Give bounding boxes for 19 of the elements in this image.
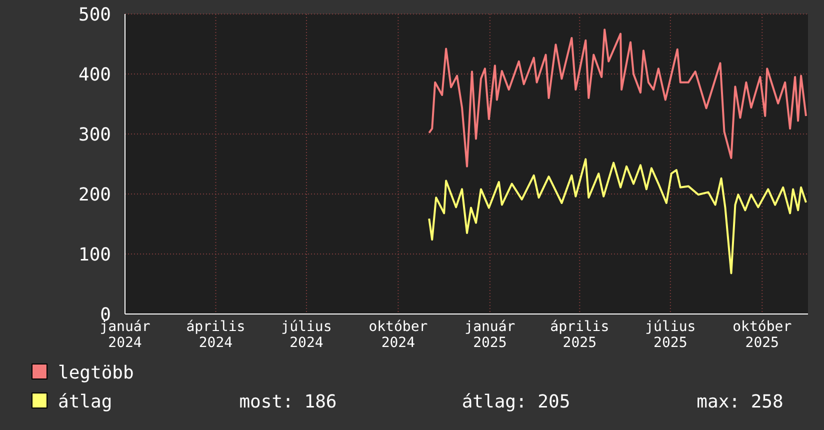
x-tick-label: január 2025 [464, 319, 516, 351]
y-tick-label: 300 [78, 124, 111, 146]
y-tick-label: 100 [78, 244, 111, 266]
x-tick-label: április 2025 [550, 319, 610, 351]
x-tick-label: október 2025 [732, 319, 792, 351]
text: most: 186 [239, 391, 337, 412]
line-series [428, 28, 808, 168]
y-tick-label: 200 [78, 184, 111, 206]
line-series [428, 158, 808, 274]
x-tick-label: április 2024 [186, 319, 246, 351]
legend-label: legtöbb [58, 362, 134, 384]
x-tick-label: július 2025 [645, 319, 696, 351]
legend-label: átlag [58, 391, 112, 412]
text: max: 258 [696, 391, 784, 412]
y-tick-label: 400 [78, 64, 111, 86]
x-tick-label: július 2024 [281, 319, 332, 351]
text: átlag: 205 [462, 391, 570, 412]
x-tick-label: október 2024 [368, 319, 428, 351]
y-tick-label: 500 [78, 4, 111, 26]
